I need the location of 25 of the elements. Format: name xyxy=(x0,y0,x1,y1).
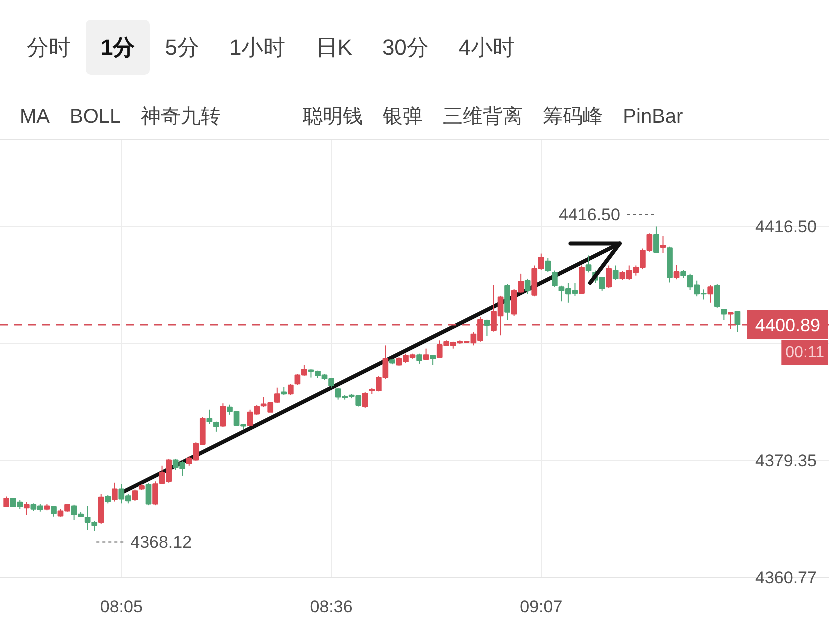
text: 聪明钱 xyxy=(302,105,364,130)
y-tick-label: 4379.35 xyxy=(756,452,817,471)
text: BOLL xyxy=(69,105,122,130)
text: 分时 xyxy=(26,34,72,62)
text: MA xyxy=(19,105,51,130)
annotation: 4416.50 xyxy=(559,206,620,225)
text: 日K xyxy=(314,34,354,62)
y-tick-label: 4416.50 xyxy=(756,218,817,237)
text: 神奇九转 xyxy=(140,105,222,130)
text: 5分 xyxy=(164,34,200,62)
x-tick-label: 09:07 xyxy=(520,598,563,616)
text: 1分 xyxy=(86,20,150,75)
text: 30分 xyxy=(381,34,430,62)
text: PinBar xyxy=(622,105,684,130)
text: 1小时 xyxy=(228,34,287,62)
text: 4小时 xyxy=(458,34,516,62)
annotation: 00:11 xyxy=(786,344,825,362)
x-tick-label: 08:36 xyxy=(310,598,353,616)
text: 三维背离 xyxy=(442,105,524,130)
text: 银弹 xyxy=(382,105,424,130)
x-tick-label: 08:05 xyxy=(100,598,143,616)
ref-line-label: 4400.89 xyxy=(755,315,821,336)
y-tick-label: 4360.77 xyxy=(756,568,817,588)
annotation: 4368.12 xyxy=(130,533,192,552)
text: 筹码峰 xyxy=(542,105,604,130)
